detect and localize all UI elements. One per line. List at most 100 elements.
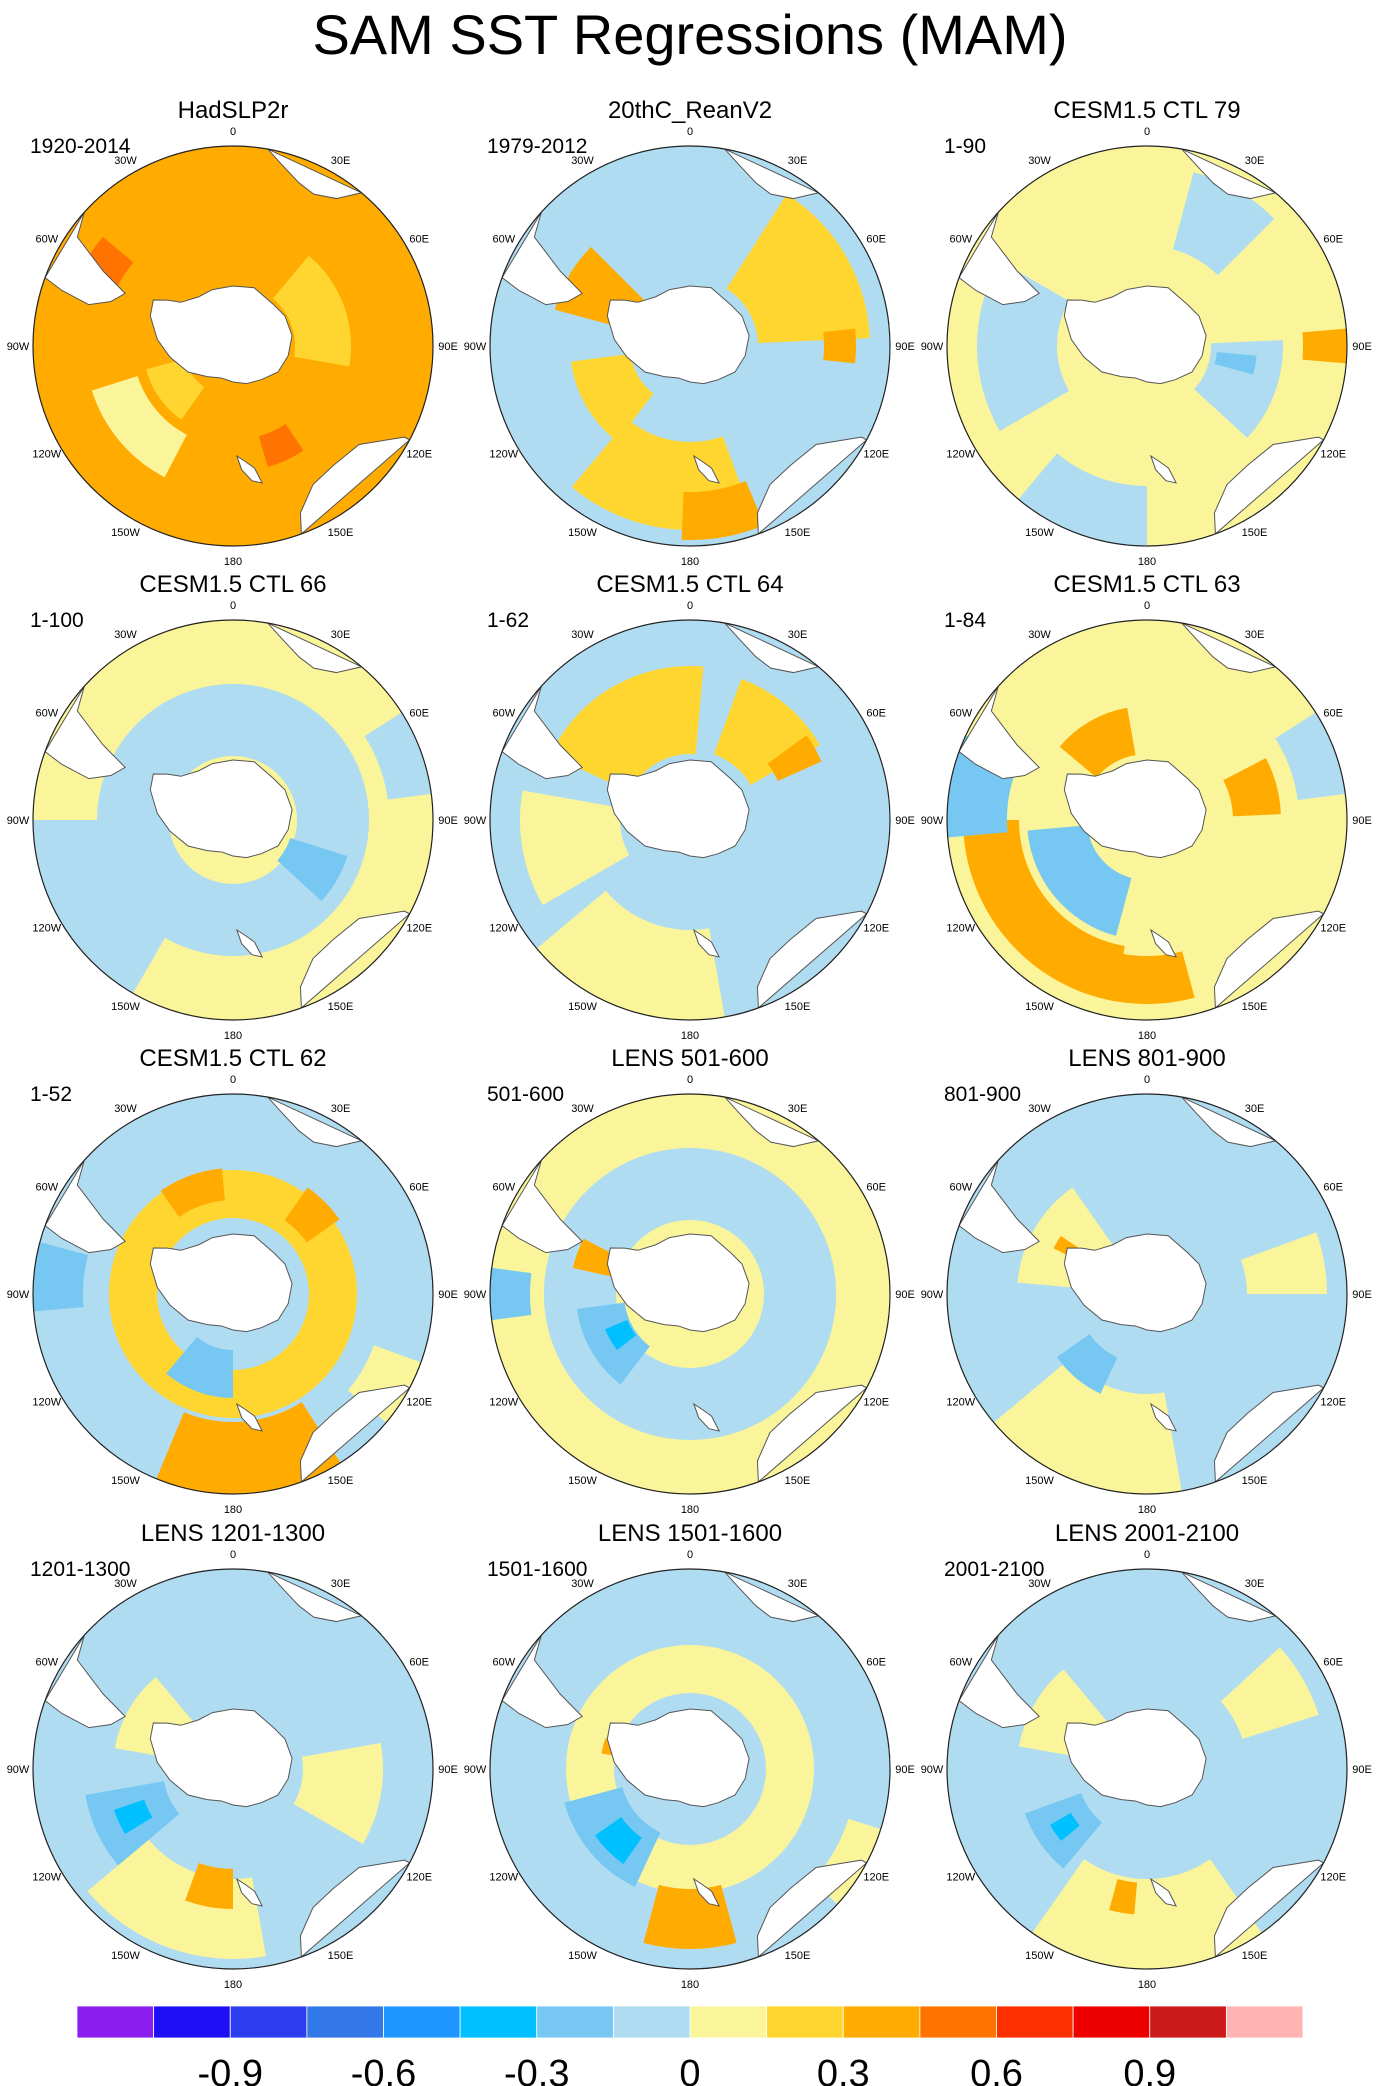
longitude-label: 60E: [409, 1657, 429, 1669]
colorbar-swatch: [1072, 2005, 1151, 2039]
antarctica-land: [1063, 759, 1207, 859]
longitude-label: 90W: [464, 1764, 487, 1776]
longitude-label: 120E: [1320, 449, 1346, 461]
contour-region: [681, 480, 765, 540]
longitude-label: 90W: [921, 815, 944, 827]
longitude-label: 30W: [1028, 1578, 1051, 1590]
longitude-label: 150W: [568, 1950, 597, 1962]
longitude-label: 60W: [35, 708, 58, 720]
panel-period: 1920-2014: [30, 135, 131, 158]
longitude-label: 90W: [921, 341, 944, 353]
longitude-label: 30W: [114, 629, 137, 641]
longitude-label: 150E: [328, 1475, 354, 1487]
map-boundary: [946, 1093, 1348, 1495]
new-zealand-land: [692, 454, 721, 484]
longitude-label: 90E: [895, 341, 915, 353]
panel-title: LENS 801-900: [1068, 1045, 1225, 1072]
longitude-label: 150W: [568, 1001, 597, 1013]
sst-field: [33, 146, 433, 546]
longitude-label: 90E: [438, 1289, 458, 1301]
longitude-label: 90W: [7, 1764, 30, 1776]
longitude-label: 150E: [785, 1001, 811, 1013]
longitude-label: 30W: [571, 1578, 594, 1590]
sst-field: [947, 1569, 1347, 1969]
longitude-label: 0: [230, 1549, 236, 1561]
colorbar-swatch: [919, 2005, 997, 2039]
longitude-label: 180: [1138, 1979, 1156, 1991]
longitude-label: 60E: [1323, 1182, 1343, 1194]
antarctica-land: [1063, 285, 1207, 385]
antarctica-land: [149, 285, 293, 385]
contour-region: [1056, 1334, 1118, 1394]
new-zealand-land: [235, 928, 264, 958]
longitude-label: 30W: [571, 155, 594, 167]
longitude-label: 90E: [1352, 815, 1372, 827]
longitude-label: 150W: [568, 1475, 597, 1487]
longitude-label: 60W: [949, 234, 972, 246]
sst-field: [490, 1569, 890, 1969]
panel-title: LENS 2001-2100: [1055, 1520, 1239, 1547]
panel-period: 1201-1300: [30, 1558, 130, 1581]
antarctica-land: [606, 1708, 750, 1808]
longitude-label: 120W: [946, 923, 975, 935]
longitude-label: 120E: [406, 1872, 432, 1884]
antarctica-land: [1063, 1708, 1207, 1808]
contour-region: [1059, 707, 1136, 778]
contour-region: [1069, 943, 1195, 1004]
new-zealand-land: [692, 1877, 721, 1907]
sst-field: [33, 1569, 433, 1969]
colorbar-swatch: [76, 2005, 155, 2039]
longitude-label: 30E: [788, 629, 808, 641]
panel-title: LENS 1201-1300: [141, 1520, 325, 1547]
longitude-label: 150W: [111, 1950, 140, 1962]
longitude-label: 30W: [1028, 629, 1051, 641]
sst-field: [947, 620, 1347, 1020]
panel-title: CESM1.5 CTL 63: [1053, 571, 1240, 598]
contour-region: [1109, 1879, 1138, 1915]
map-panel: 0 30E 60E 90E 120E 150E 180 150W 120W 90W 60W 30W LE…: [921, 1520, 1372, 1991]
contour-region: [1027, 825, 1132, 936]
contour-region: [520, 790, 630, 905]
contour-region: [1220, 1647, 1319, 1739]
map-panel: 0 30E 60E 90E 120E 150E 180 150W 120W 90W 60W 30W LE…: [7, 1520, 458, 1991]
longitude-label: 0: [687, 1074, 693, 1086]
longitude-label: 180: [224, 1979, 242, 1991]
panel-title: LENS 1501-1600: [598, 1520, 782, 1547]
sst-field: [33, 620, 433, 1020]
panel-title: 20thC_ReanV2: [608, 97, 772, 124]
longitude-label: 30E: [788, 1578, 808, 1590]
colorbar: -0.9 -0.6 -0.3 0 0.3 0.6 0.9: [76, 2005, 1304, 2086]
longitude-label: 150E: [785, 527, 811, 539]
longitude-label: 0: [1144, 1074, 1150, 1086]
longitude-label: 90E: [1352, 1289, 1372, 1301]
longitude-label: 90W: [7, 815, 30, 827]
colorbar-swatch: [766, 2005, 844, 2039]
longitude-label: 180: [224, 1504, 242, 1516]
contour-region: [1240, 1232, 1327, 1294]
panel-title: HadSLP2r: [178, 97, 289, 124]
longitude-label: 150E: [785, 1950, 811, 1962]
longitude-label: 30W: [1028, 1103, 1051, 1115]
longitude-label: 120W: [32, 1872, 61, 1884]
map-panel: 0 30E 60E 90E 120E 150E 180 150W 120W 90W 60W 30W 20…: [464, 97, 915, 568]
colorbar-swatch: [842, 2005, 921, 2039]
map-panel: 0 30E 60E 90E 120E 150E 180 150W 120W 90W 60W 30W CE…: [7, 1045, 458, 1516]
longitude-label: 90W: [921, 1289, 944, 1301]
longitude-label: 120W: [489, 1397, 518, 1409]
longitude-label: 60W: [492, 234, 515, 246]
longitude-label: 30E: [1245, 155, 1265, 167]
colorbar-swatch: [996, 2005, 1074, 2039]
longitude-label: 120E: [863, 1872, 889, 1884]
map-boundary: [489, 619, 891, 1021]
longitude-label: 60W: [35, 1657, 58, 1669]
longitude-label: 60E: [409, 1182, 429, 1194]
longitude-label: 120W: [489, 923, 518, 935]
new-zealand-land: [1149, 1877, 1178, 1907]
map-panel: 0 30E 60E 90E 120E 150E 180 150W 120W 90W 60W 30W CE…: [7, 571, 458, 1042]
new-zealand-land: [1149, 454, 1178, 484]
longitude-label: 0: [1144, 600, 1150, 612]
australia-land: [756, 436, 868, 535]
map-panel: 0 30E 60E 90E 120E 150E 180 150W 120W 90W 60W 30W LE…: [464, 1520, 915, 1991]
longitude-label: 120W: [489, 449, 518, 461]
map-panel: 0 30E 60E 90E 120E 150E 180 150W 120W 90W 60W 30W CE…: [464, 571, 915, 1042]
